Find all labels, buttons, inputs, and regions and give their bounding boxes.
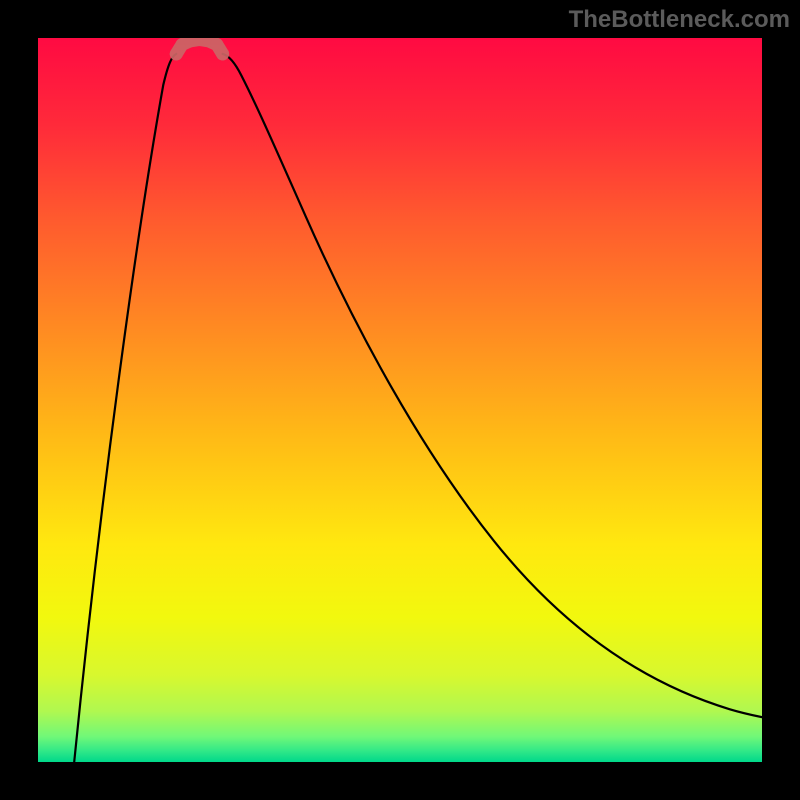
- nadir-marker: [170, 38, 229, 60]
- bottleneck-curve-2: [223, 54, 762, 717]
- chart-svg: [38, 38, 762, 762]
- nadir-dot: [216, 47, 229, 60]
- watermark-text: TheBottleneck.com: [569, 6, 790, 34]
- bottleneck-curve-1: [74, 54, 176, 762]
- chart-container: TheBottleneck.com: [0, 0, 800, 800]
- plot-area: [38, 38, 762, 762]
